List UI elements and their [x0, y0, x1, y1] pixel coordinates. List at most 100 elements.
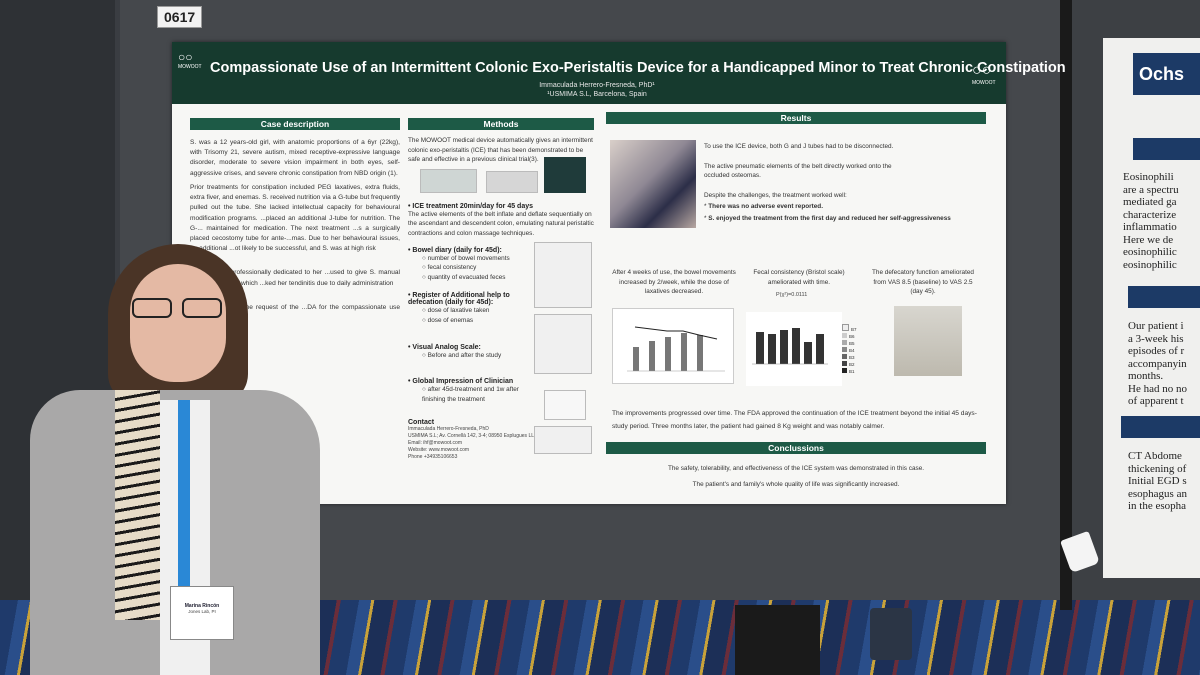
methods-column: Methods The MOWOOT medical device automa…	[408, 118, 594, 461]
results-summary: The improvements progressed over time. T…	[612, 410, 977, 430]
treatment-text: ICE treatment 20min/day for 45 days	[412, 202, 534, 210]
fecal-bar	[768, 334, 776, 364]
register-item-text: dose of laxative taken	[427, 307, 490, 315]
register-item: ○ dose of laxative taken	[422, 307, 490, 315]
results-heading: Results	[606, 112, 986, 124]
badge-affiliation: Jones Lab, PI	[188, 609, 216, 614]
finding-2-pvalue: P(χ²)=0.0111	[776, 292, 808, 298]
device-closeup-image	[544, 156, 586, 193]
case-paragraph-3: ...er, a nurse professionally dedicated …	[190, 269, 400, 287]
case-description-column: Case description S. was a 12 years-old g…	[190, 118, 400, 323]
patient-photo	[610, 140, 696, 228]
bowel-item: ○ fecal consistency	[422, 264, 477, 272]
bowel-item-text: quantity of evacuated feces	[427, 273, 506, 281]
board-frame-right	[1060, 0, 1072, 610]
rp-line: Eosinophili	[1123, 171, 1174, 183]
fecal-chart-svg	[752, 328, 828, 365]
bowel-movements-chart	[612, 308, 734, 384]
rp-line: CT Abdome	[1128, 450, 1182, 462]
results-column: Results To use the ICE device, both G an…	[606, 112, 986, 442]
methods-heading: Methods	[408, 118, 594, 130]
global-item: ○ after 45d-treatment and 1w after finis…	[422, 386, 519, 403]
rp-line: characterize	[1123, 208, 1177, 221]
rp-line: are a spectru	[1123, 183, 1179, 196]
rp-line: He had no no	[1128, 382, 1187, 395]
fecal-bar	[804, 342, 812, 364]
fecal-legend: B7 B6 B5 B4 B3 B2 B1	[842, 324, 857, 375]
rp-line: accompanyin	[1128, 357, 1187, 370]
device-images	[408, 156, 594, 199]
contact-line: Email: ihf@mowoot.com	[408, 439, 462, 446]
right-poster-case: Our patient i a 3-week his episodes of r…	[1128, 320, 1200, 408]
rp-line: Our patient i	[1128, 320, 1184, 332]
fecal-bar	[816, 334, 824, 364]
right-poster: Ochs Eosinophili are a spectru mediated …	[1103, 38, 1200, 578]
bowel-item-text: number of bowel movements	[427, 254, 510, 262]
right-poster-header-1	[1133, 138, 1200, 160]
rp-line: thickening of	[1128, 462, 1187, 475]
name-badge: Marina Rincón Jones Lab, PI	[170, 586, 234, 640]
methods-treatment-desc: The active elements of the belt inflate …	[408, 210, 594, 238]
booth-number-left: 0617	[157, 6, 203, 28]
bowel-diary-heading: • Bowel diary (daily for 45d):	[408, 246, 502, 254]
mowoot-circles-icon: ○○	[178, 50, 193, 64]
bowel-item-text: fecal consistency	[427, 264, 477, 272]
rp-line: months.	[1128, 370, 1164, 382]
mowoot-logo-right: ○○ MOWOOT	[972, 62, 1004, 86]
global-item-text: after 45d-treatment and 1w after finishi…	[422, 386, 519, 403]
poster-author: Immaculada Herrero-Fresneda, PhD¹	[539, 82, 655, 89]
fecal-bar	[756, 332, 764, 364]
register-heading: • Register of Additional help to defecat…	[408, 292, 510, 307]
badge-name: Marina Rincón	[184, 603, 220, 609]
conclusion-1: The safety, tolerability, and effectiven…	[667, 465, 925, 472]
poster-title: Compassionate Use of an Intermittent Col…	[210, 60, 1066, 76]
right-poster-intro: Eosinophili are a spectru mediated ga ch…	[1123, 171, 1200, 271]
presenter-face	[130, 264, 226, 382]
right-poster-header-2	[1128, 286, 1200, 308]
fecal-consistency-chart	[746, 312, 842, 386]
rp-line: esophagus an	[1128, 487, 1187, 500]
conclusions-heading: Conclussions	[606, 442, 986, 454]
lanyard	[178, 400, 190, 590]
right-poster-header-3	[1121, 416, 1200, 438]
result-line-5: * S. enjoyed the treatment from the firs…	[704, 215, 951, 223]
result-line-4: * There was no adverse event reported.	[704, 203, 823, 211]
rp-line: eosinophilic	[1123, 258, 1177, 271]
contact-line: Phone +34935106653	[408, 453, 458, 460]
result-line-4-text: There was no adverse event reported.	[708, 203, 823, 211]
bowel-bar	[649, 341, 655, 371]
ochsner-logo-text: Ochs	[1139, 64, 1185, 84]
poster-header: ○○ MOWOOT Compassionate Use of an Interm…	[172, 42, 1066, 104]
presenter-scarf	[115, 390, 160, 620]
conclusions-section: Conclussions The safety, tolerability, a…	[606, 442, 986, 489]
result-line-3: Despite the challenges, the treatment wo…	[704, 191, 847, 199]
rp-line: Here we de	[1123, 233, 1174, 246]
vas-form	[544, 390, 586, 420]
result-line-1: To use the ICE device, both G and J tube…	[704, 143, 894, 150]
register-item: ○ dose of enemas	[422, 317, 474, 325]
mowoot-logo-text: MOWOOT	[972, 80, 996, 86]
poster-affiliation: ¹USMIMA S.L, Barcelona, Spain	[547, 91, 647, 98]
mowoot-circles-icon: ○○	[972, 62, 992, 79]
clinician-form	[534, 426, 592, 454]
vas-item: ○ Before and after the study	[422, 351, 502, 359]
contact-line: USMIMA S.L; Av. Cornellà 142, 3-4; 08950…	[408, 432, 575, 439]
right-poster-imaging: CT Abdome thickening of Initial EGD s es…	[1128, 450, 1200, 513]
bowel-bar	[633, 347, 639, 371]
finding-3: The defecatory function ameliorated from…	[872, 269, 974, 296]
bowel-bar	[697, 335, 703, 371]
rp-line: in the esopha	[1128, 500, 1187, 512]
rp-line: mediated ga	[1123, 196, 1177, 208]
glasses-icon	[132, 298, 224, 320]
methods-treatment: • ICE treatment 20min/day for 45 days	[408, 202, 534, 210]
methods-intro: The MOWOOT medical device automatically …	[408, 137, 593, 164]
register-text: Register of Additional help to defecatio…	[408, 292, 510, 307]
rp-line: of apparent t	[1128, 395, 1184, 407]
bystander-legs	[735, 605, 820, 675]
bowel-bar	[681, 333, 687, 371]
register-item-text: dose of enemas	[427, 317, 474, 325]
right-poster-logo: Ochs	[1133, 53, 1200, 95]
rp-line: inflammatio	[1123, 221, 1177, 233]
bowel-diary-text: Bowel diary (daily for 45d):	[412, 246, 502, 254]
device-image	[486, 170, 538, 193]
